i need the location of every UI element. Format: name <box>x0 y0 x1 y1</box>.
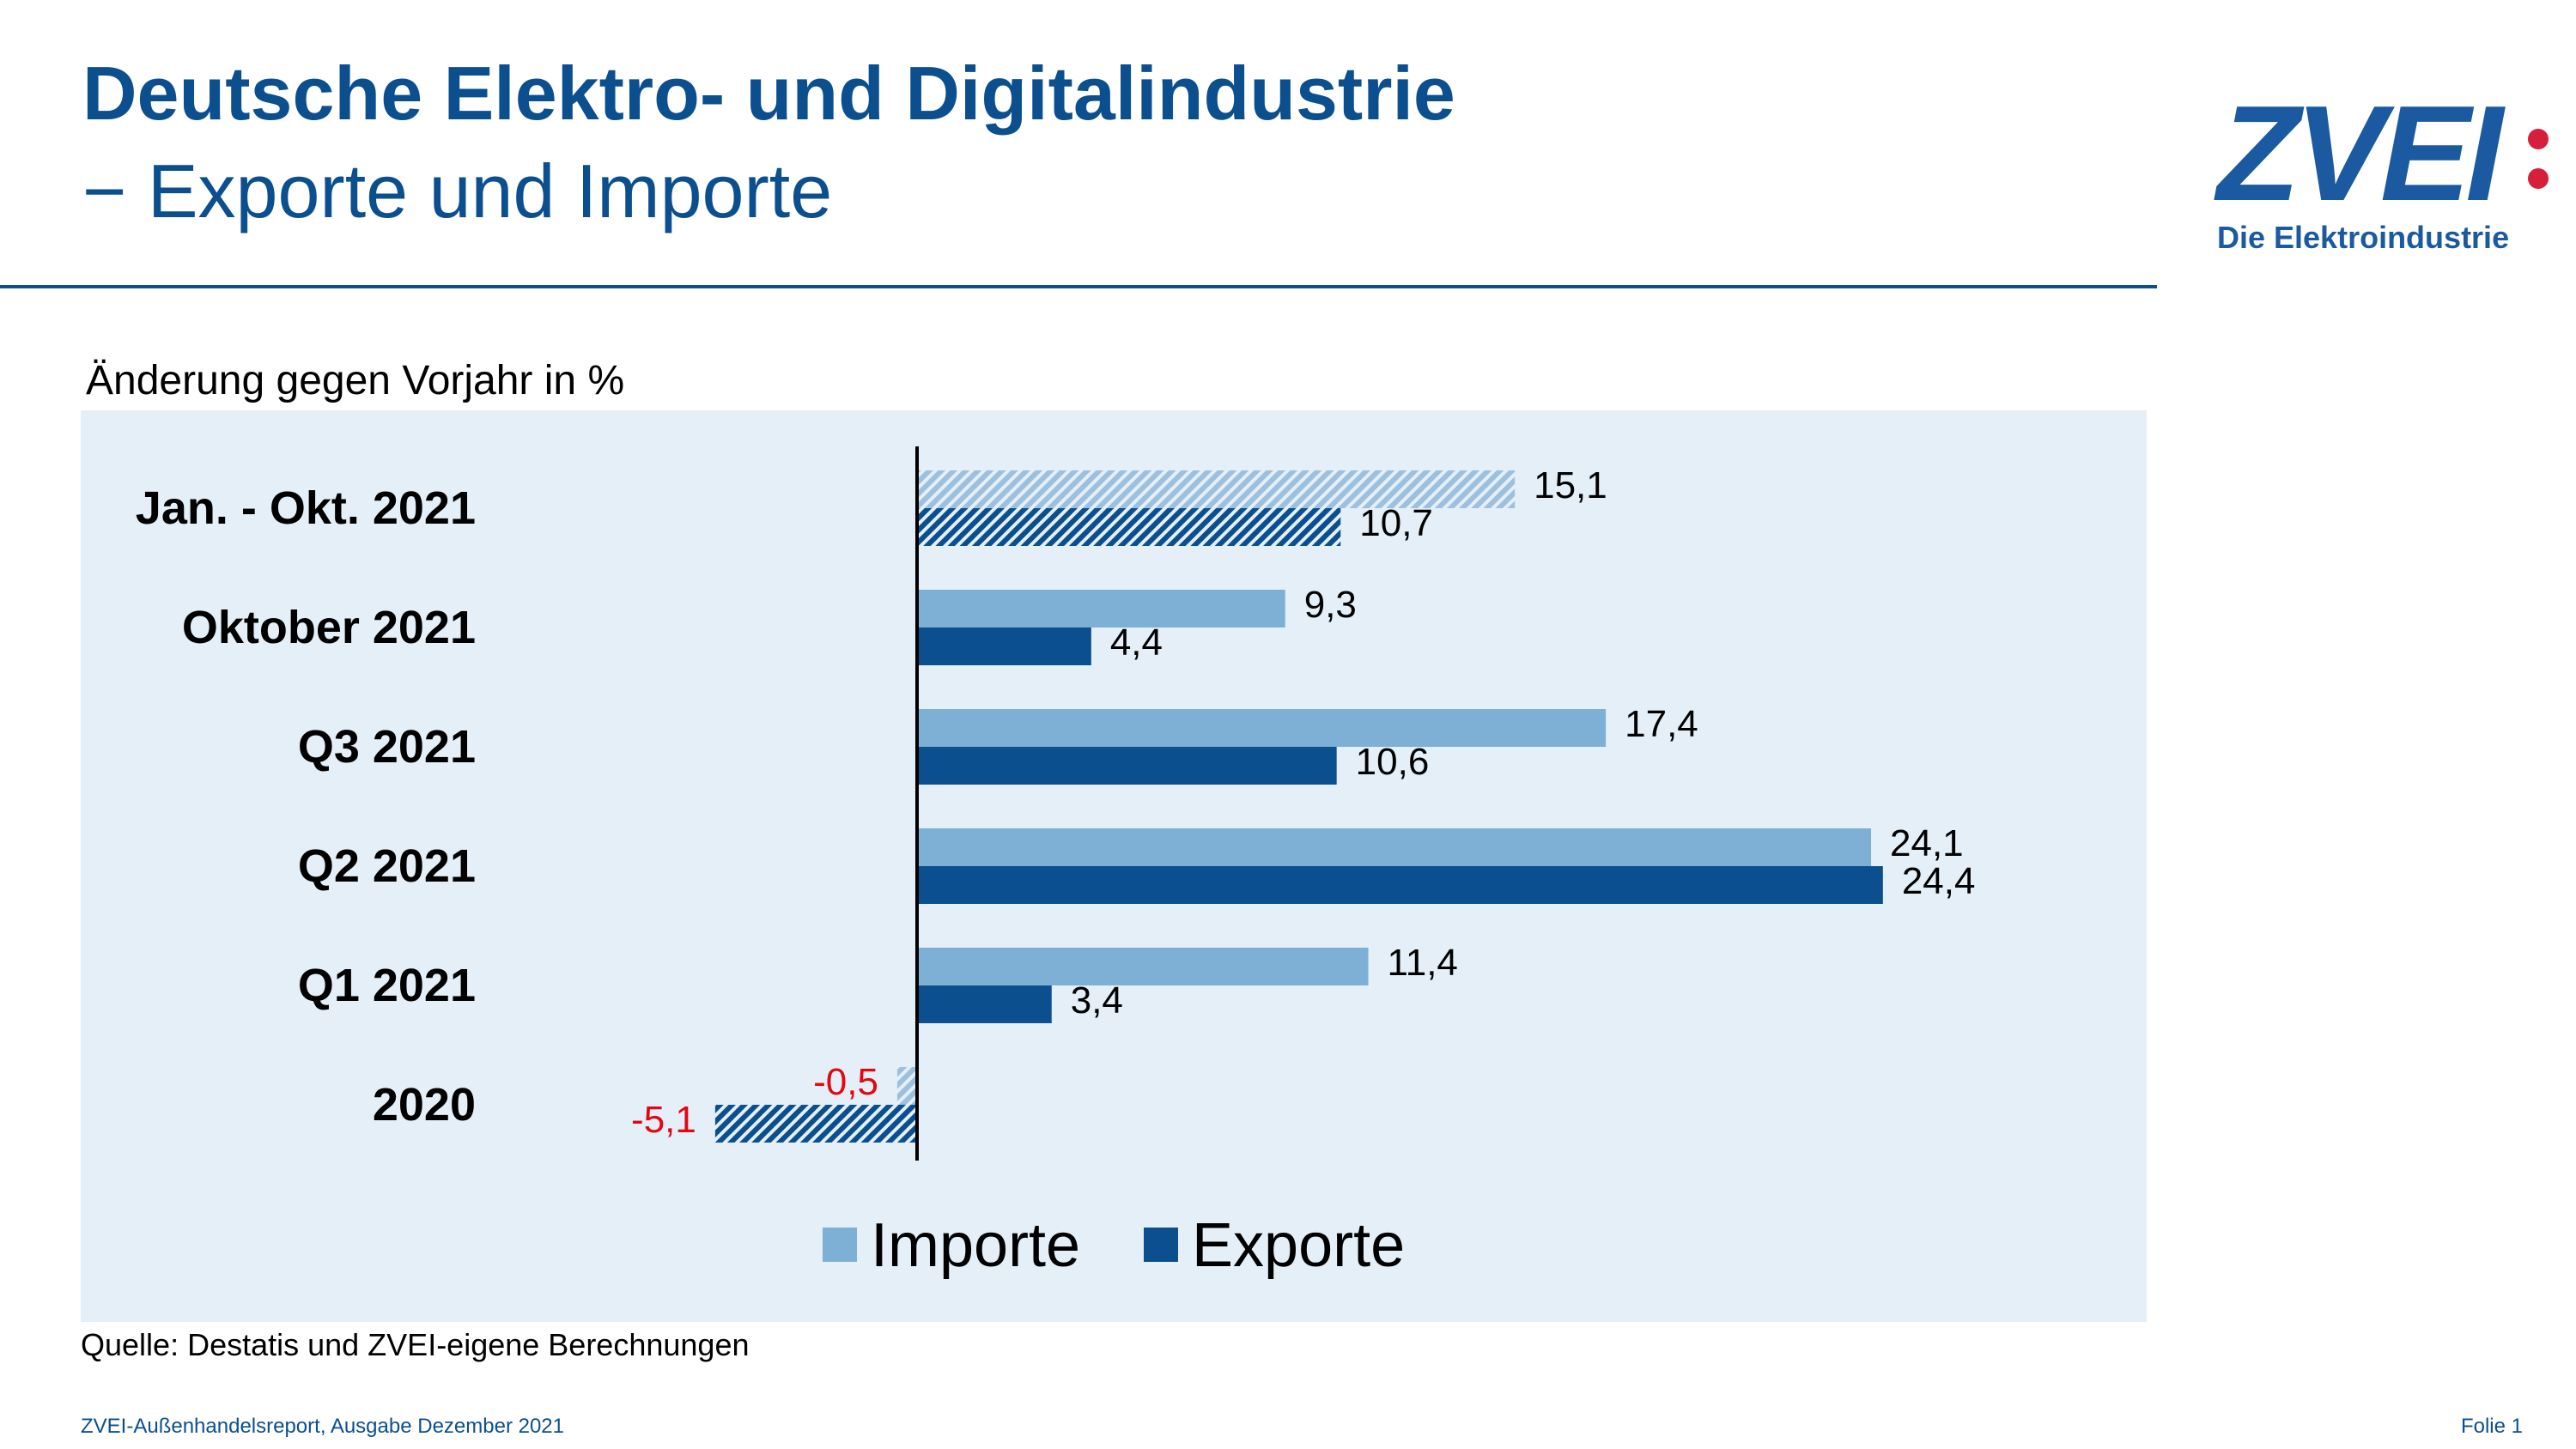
footer-slide-number: Folie 1 <box>2461 1415 2523 1439</box>
bar-chart: 15,1 10,79,3 4,4 17,4 10,6 24,124,4 11,4 3,4 -0,… <box>0 0 2576 1449</box>
bar-importe-q1-2021 <box>917 948 1369 985</box>
bar-importe-q3-2021 <box>917 709 1606 747</box>
bar-exporte-2020 <box>715 1105 917 1143</box>
data-label-exporte-oktober-2021: 4,4 <box>1110 621 1163 664</box>
data-label-importe-q2-2021: 24,1 <box>1890 822 1964 864</box>
category-label-q3-2021: Q3 2021 <box>298 721 476 773</box>
bar-importe-2020 <box>897 1067 917 1105</box>
bar-exporte-jan-okt-2021 <box>917 508 1340 546</box>
data-label-importe-jan-okt-2021: 15,1 <box>1534 464 1607 506</box>
data-label-importe-2020: -0,5 <box>813 1061 878 1103</box>
category-label-q1-2021: Q1 2021 <box>298 960 476 1011</box>
legend-swatch-exporte <box>1144 1228 1178 1262</box>
bar-importe-q2-2021 <box>917 828 1871 866</box>
bar-importe-oktober-2021 <box>917 590 1285 627</box>
category-label-q2-2021: Q2 2021 <box>298 840 476 892</box>
legend-label-importe: Importe <box>871 1211 1080 1280</box>
legend-swatch-importe <box>823 1228 857 1262</box>
data-label-importe-oktober-2021: 9,3 <box>1304 584 1357 626</box>
category-label-2020: 2020 <box>373 1079 476 1131</box>
data-label-exporte-q1-2021: 3,4 <box>1071 979 1123 1022</box>
data-label-exporte-2020: -5,1 <box>631 1099 696 1141</box>
data-label-importe-q3-2021: 17,4 <box>1625 703 1698 745</box>
footer-report-name: ZVEI-Außenhandelsreport, Ausgabe Dezembe… <box>81 1415 564 1439</box>
data-label-exporte-jan-okt-2021: 10,7 <box>1359 502 1433 544</box>
bar-exporte-q3-2021 <box>917 747 1337 785</box>
data-label-importe-q1-2021: 11,4 <box>1388 942 1458 984</box>
data-label-exporte-q3-2021: 10,6 <box>1356 741 1430 783</box>
bar-exporte-q1-2021 <box>917 985 1052 1023</box>
category-label-jan-okt-2021: Jan. - Okt. 2021 <box>136 482 476 534</box>
legend-label-exporte: Exporte <box>1192 1211 1405 1280</box>
bar-exporte-q2-2021 <box>917 866 1883 904</box>
data-label-exporte-q2-2021: 24,4 <box>1902 860 1976 902</box>
bar-exporte-oktober-2021 <box>917 627 1091 665</box>
category-label-oktober-2021: Oktober 2021 <box>182 602 476 653</box>
source-note: Quelle: Destatis und ZVEI-eigene Berechn… <box>81 1327 749 1363</box>
